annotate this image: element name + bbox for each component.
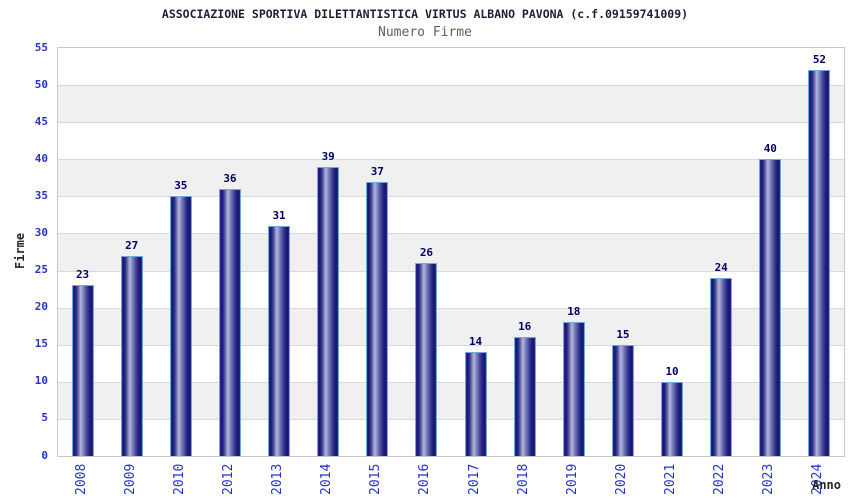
bar-2016 bbox=[415, 263, 438, 456]
gridline bbox=[58, 344, 844, 346]
gridline bbox=[58, 122, 844, 124]
y-tick-label: 15 bbox=[34, 337, 48, 351]
bar-2024 bbox=[808, 70, 831, 456]
x-category-label: 2022 bbox=[712, 463, 728, 495]
bar-value-label: 15 bbox=[616, 327, 630, 341]
y-tick-label: 5 bbox=[41, 411, 48, 425]
y-tick-label: 55 bbox=[34, 40, 48, 54]
x-category-label: 2008 bbox=[73, 463, 89, 495]
y-tick-label: 35 bbox=[34, 188, 48, 202]
bar-2009 bbox=[120, 255, 143, 456]
x-category-label: 2018 bbox=[515, 463, 531, 495]
x-category-label: 2021 bbox=[663, 463, 679, 495]
bar-value-label: 23 bbox=[75, 268, 90, 282]
x-category-label: 2014 bbox=[319, 463, 335, 495]
bar-2022 bbox=[710, 277, 733, 456]
y-tick-label: 20 bbox=[34, 300, 48, 314]
x-axis-title: Anno bbox=[812, 478, 841, 492]
bar-2010 bbox=[169, 196, 192, 456]
y-tick-label: 45 bbox=[34, 114, 48, 128]
x-category-label: 2020 bbox=[613, 463, 629, 495]
x-category-label: 2009 bbox=[122, 463, 138, 495]
bar-value-label: 31 bbox=[272, 209, 286, 223]
y-tick-label: 30 bbox=[34, 225, 48, 239]
y-tick-label: 40 bbox=[34, 151, 48, 165]
bar-2017 bbox=[464, 352, 487, 456]
bar-2021 bbox=[661, 381, 684, 456]
bar-value-label: 39 bbox=[321, 149, 335, 163]
plot-band bbox=[58, 85, 844, 123]
bar-2015 bbox=[366, 181, 389, 456]
x-category-label: 2013 bbox=[270, 463, 286, 495]
bar-2013 bbox=[268, 226, 291, 456]
x-category-label: 2016 bbox=[417, 463, 433, 495]
chart-subtitle: Numero Firme bbox=[378, 25, 472, 40]
plot-band bbox=[58, 48, 844, 86]
y-tick-label: 25 bbox=[34, 263, 48, 277]
bar-value-label: 16 bbox=[518, 320, 532, 334]
gridline bbox=[58, 159, 844, 161]
bar-2008 bbox=[71, 285, 94, 456]
plot-band bbox=[58, 122, 844, 160]
bar-value-label: 40 bbox=[763, 142, 777, 156]
gridline bbox=[58, 270, 844, 272]
x-category-label: 2017 bbox=[466, 463, 482, 495]
bar-value-label: 27 bbox=[125, 238, 139, 252]
gridline bbox=[58, 307, 844, 309]
bar-2020 bbox=[611, 344, 634, 456]
bar-2023 bbox=[759, 159, 782, 456]
bar-2018 bbox=[513, 337, 536, 456]
x-category-label: 2023 bbox=[761, 463, 777, 495]
plot-band bbox=[58, 159, 844, 197]
x-category-label: 2010 bbox=[171, 463, 187, 495]
x-category-label: 2019 bbox=[564, 463, 580, 495]
bar-value-label: 26 bbox=[419, 246, 434, 260]
bar-value-label: 10 bbox=[665, 364, 679, 378]
gridline bbox=[58, 381, 844, 383]
y-tick-label: 0 bbox=[41, 448, 48, 462]
y-tick-label: 50 bbox=[34, 77, 48, 91]
bar-value-label: 18 bbox=[567, 305, 581, 319]
gridline bbox=[58, 85, 844, 87]
bar-2019 bbox=[562, 322, 585, 456]
gridline bbox=[58, 418, 844, 420]
bar-value-label: 37 bbox=[370, 164, 384, 178]
gridline bbox=[58, 233, 844, 235]
bar-value-label: 36 bbox=[223, 171, 237, 185]
bar-2014 bbox=[317, 166, 340, 456]
chart-title: ASSOCIAZIONE SPORTIVA DILETTANTISTICA VI… bbox=[161, 7, 689, 21]
gridline bbox=[58, 196, 844, 198]
y-tick-label: 10 bbox=[34, 374, 48, 388]
bar-value-label: 24 bbox=[714, 260, 728, 274]
x-category-label: 2015 bbox=[368, 463, 384, 495]
x-category-label: 2012 bbox=[220, 463, 236, 495]
bar-value-label: 14 bbox=[468, 335, 483, 349]
bar-value-label: 35 bbox=[174, 179, 188, 193]
bar-2012 bbox=[218, 188, 241, 456]
bar-value-label: 52 bbox=[812, 53, 827, 67]
plot-area: 23 27 35 36 31 39 37 26 14 16 18 15 10 24 40 52 bbox=[57, 47, 845, 457]
